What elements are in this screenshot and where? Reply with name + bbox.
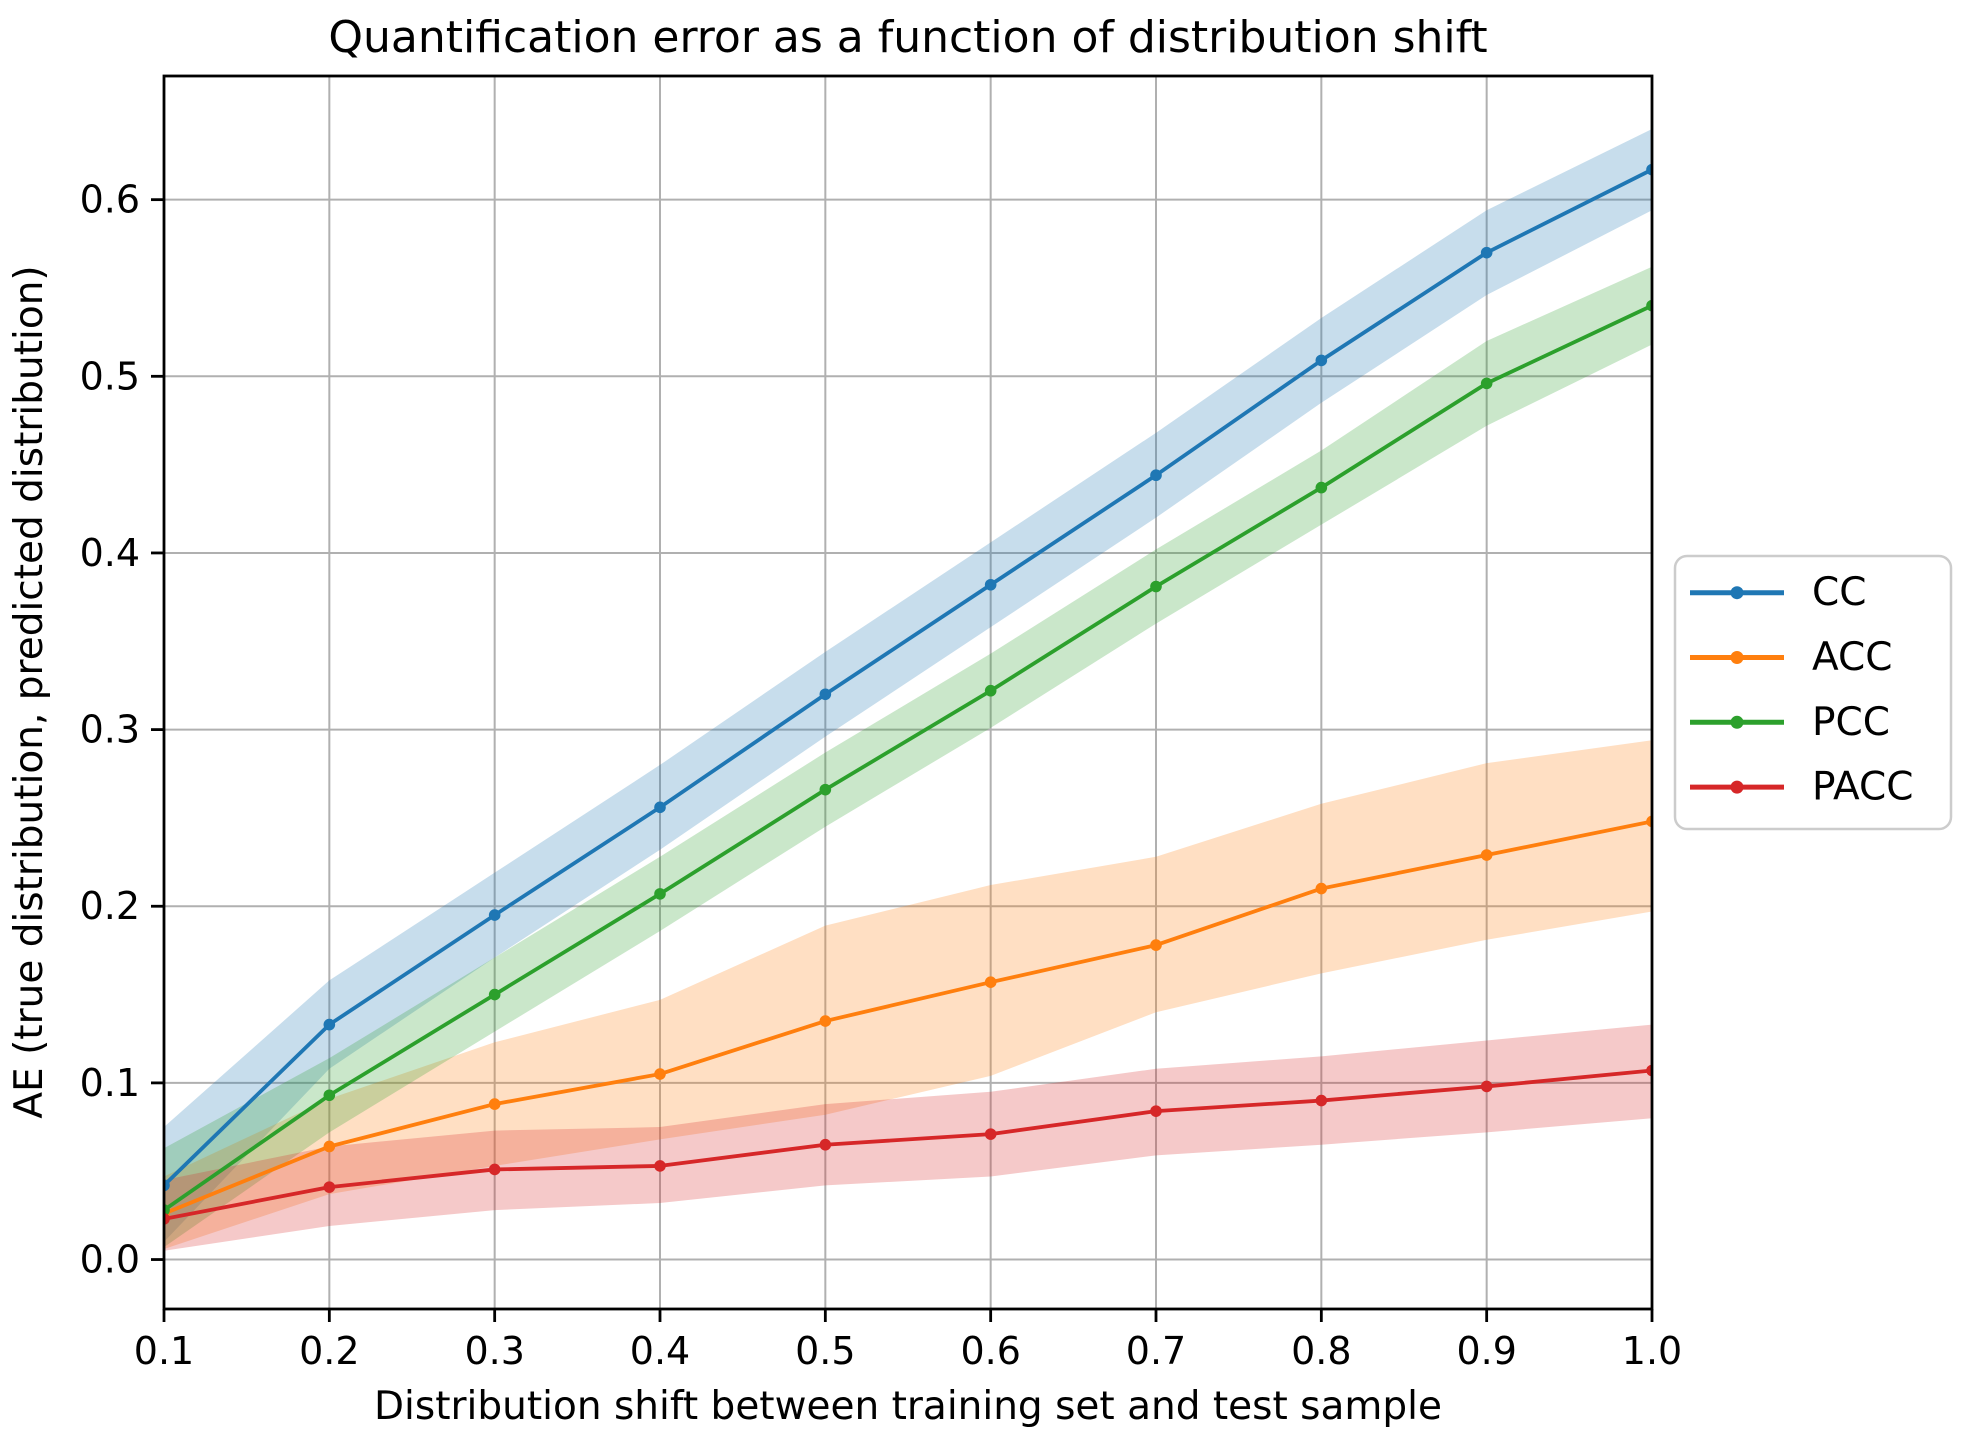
data-point-acc-0.5 <box>819 1015 832 1027</box>
chart-title: Quantification error as a function of di… <box>328 12 1487 63</box>
legend-label: PCC <box>1812 700 1890 745</box>
data-point-cc-0.2 <box>323 1018 336 1031</box>
data-point-pacc-0.2 <box>323 1181 336 1193</box>
legend-entry-pcc: PCC <box>1690 700 1890 745</box>
legend-box <box>1673 554 1953 831</box>
legend-marker-sample <box>1730 586 1744 600</box>
data-point-pacc-0.1 <box>164 1213 170 1225</box>
confidence-band-acc <box>164 740 1652 1249</box>
data-point-acc-0.7 <box>1150 939 1162 951</box>
legend-entry-acc: ACC <box>1690 635 1892 680</box>
legend-marker-sample <box>1730 715 1744 729</box>
y-tick-label-0.2: 0.2 <box>80 884 140 928</box>
y-tick-label-0.1: 0.1 <box>80 1061 140 1105</box>
data-point-pcc-0.8 <box>1315 481 1328 494</box>
legend-label: CC <box>1812 570 1866 615</box>
data-point-acc-0.6 <box>984 976 997 989</box>
data-point-pacc-0.6 <box>984 1128 997 1140</box>
legend-label: PACC <box>1812 765 1913 810</box>
data-point-pcc-0.1 <box>164 1204 170 1216</box>
y-tick-label-0.5: 0.5 <box>80 354 140 398</box>
data-point-pcc-0.9 <box>1480 377 1493 390</box>
data-point-cc-0.6 <box>984 578 997 591</box>
series-line-cc <box>164 167 1652 1188</box>
x-tick-label-1.0: 1.0 <box>1622 1329 1682 1373</box>
data-point-cc-0.9 <box>1480 246 1493 259</box>
x-tick-label-0.5: 0.5 <box>795 1329 855 1373</box>
legend-marker-sample <box>1730 651 1744 664</box>
data-point-pcc-0.2 <box>323 1089 336 1102</box>
series-lines <box>164 163 1652 1225</box>
legend-label: ACC <box>1812 635 1892 680</box>
data-point-pacc-0.8 <box>1315 1094 1328 1107</box>
data-point-pacc-1.0 <box>1646 1064 1652 1077</box>
data-point-pcc-0.3 <box>488 988 501 1001</box>
legend-entry-cc: CC <box>1690 570 1866 615</box>
x-tick-label-0.3: 0.3 <box>464 1329 524 1373</box>
series-line-pacc <box>164 1068 1652 1221</box>
x-tick-label-0.1: 0.1 <box>134 1329 194 1373</box>
data-point-pcc-0.4 <box>654 888 666 900</box>
confidence-band-cc <box>164 128 1652 1242</box>
y-tick-label-0.0: 0.0 <box>80 1238 140 1282</box>
legend-marker-sample <box>1730 780 1744 794</box>
x-tick-label-0.7: 0.7 <box>1126 1329 1186 1373</box>
data-point-pacc-0.7 <box>1150 1105 1162 1117</box>
data-point-cc-0.8 <box>1315 354 1328 367</box>
x-tick-label-0.9: 0.9 <box>1456 1329 1516 1373</box>
data-point-acc-0.4 <box>654 1068 666 1080</box>
data-point-pacc-0.4 <box>654 1160 666 1172</box>
data-point-pcc-1.0 <box>1646 299 1652 312</box>
series-line-acc <box>164 819 1652 1216</box>
data-point-pcc-0.7 <box>1150 580 1162 593</box>
data-point-cc-0.1 <box>164 1179 170 1192</box>
x-axis-label: Distribution shift between training set … <box>374 1384 1442 1429</box>
data-point-acc-0.9 <box>1480 849 1493 861</box>
data-point-cc-0.3 <box>488 909 501 921</box>
series-pacc <box>164 1064 1652 1225</box>
data-point-acc-0.2 <box>323 1140 336 1153</box>
data-point-acc-1.0 <box>1646 815 1652 828</box>
series-line-pcc <box>164 303 1652 1212</box>
data-point-cc-1.0 <box>1646 163 1652 176</box>
legend-entry-pacc: PACC <box>1690 765 1913 810</box>
plot-border <box>162 74 1654 1311</box>
y-tick-label-0.6: 0.6 <box>80 178 140 222</box>
data-point-pacc-0.5 <box>819 1138 832 1151</box>
data-point-acc-0.8 <box>1315 882 1328 895</box>
data-point-pcc-0.5 <box>819 783 832 796</box>
data-point-cc-0.5 <box>819 688 832 701</box>
confidence-bands <box>164 128 1652 1251</box>
series-acc <box>164 815 1652 1220</box>
x-tick-labels: 0.1 0.2 0.3 0.4 0.5 0.6 0.7 0.8 0.9 1.0 <box>134 1329 1682 1373</box>
x-tick-label-0.4: 0.4 <box>630 1329 690 1373</box>
data-point-cc-0.7 <box>1150 469 1162 482</box>
data-point-acc-0.3 <box>488 1098 501 1110</box>
x-tick-label-0.2: 0.2 <box>299 1329 359 1373</box>
series-cc <box>164 163 1652 1192</box>
legend: CC ACC PCC PACC <box>1673 554 1953 831</box>
x-tick-label-0.8: 0.8 <box>1291 1329 1351 1373</box>
data-point-cc-0.4 <box>654 801 666 814</box>
y-tick-label-0.4: 0.4 <box>80 531 140 575</box>
data-point-pacc-0.3 <box>488 1163 501 1176</box>
y-tick-label-0.3: 0.3 <box>80 708 140 752</box>
axis-ticks <box>151 198 1654 1322</box>
y-tick-labels: 0.0 0.1 0.2 0.3 0.4 0.5 0.6 <box>80 178 140 1282</box>
data-point-pcc-0.6 <box>984 684 997 697</box>
y-axis-label: AE (true distribution, predicted distrib… <box>7 265 52 1118</box>
data-point-pacc-0.9 <box>1480 1080 1493 1093</box>
x-tick-label-0.6: 0.6 <box>960 1329 1020 1373</box>
series-pcc <box>164 299 1652 1216</box>
